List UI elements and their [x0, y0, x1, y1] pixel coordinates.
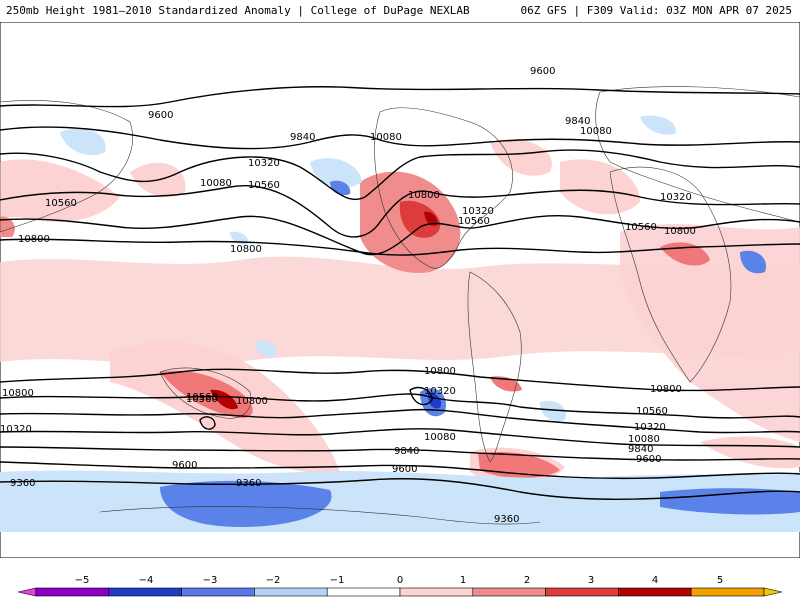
- contour-label: 10560: [636, 406, 668, 417]
- contour-label: 10800: [664, 226, 696, 237]
- contour-label: 10320: [0, 424, 32, 435]
- contour-label: 10080: [424, 432, 456, 443]
- anomaly-shading: [0, 115, 800, 532]
- colorbar-swatch: [690, 587, 765, 597]
- colorbar-swatch: [399, 587, 474, 597]
- contour-labels: 9600 9600 9840 9840 9600 9360 9360 9360 …: [0, 66, 696, 525]
- contour-label: 10560: [458, 216, 490, 227]
- colorbar-tick: 1: [460, 575, 466, 586]
- colorbar-swatch: [618, 587, 692, 597]
- colorbar-swatch: [763, 587, 783, 597]
- colorbar-tick: −2: [266, 575, 281, 586]
- anomaly-colorbar: −5 −4 −3 −2 −1 0 1 2 3 4 5: [17, 575, 783, 597]
- colorbar-tick: −4: [139, 575, 154, 586]
- map-title: 250mb Height 1981–2010 Standardized Anom…: [6, 4, 470, 17]
- colorbar-tick: −5: [75, 575, 90, 586]
- contour-label: 10560: [248, 180, 280, 191]
- contour-label: 10320: [634, 422, 666, 433]
- contour-label: 10800: [18, 234, 50, 245]
- colorbar-tick: −3: [203, 575, 218, 586]
- colorbar-swatch: [326, 587, 401, 597]
- contour-label: 9840: [394, 446, 419, 457]
- colorbar-swatch: [17, 587, 37, 597]
- contour-label: 10320: [660, 192, 692, 203]
- contour-label: 10560: [186, 392, 218, 403]
- contour-label: 10080: [580, 126, 612, 137]
- colorbar-tick: 4: [652, 575, 658, 586]
- contour-label: 10560: [186, 394, 218, 405]
- contour-label: 9600: [530, 66, 555, 77]
- colorbar-tick: −1: [330, 575, 345, 586]
- contour-label: 9360: [10, 478, 35, 489]
- contour-label: 10800: [650, 384, 682, 395]
- contour-label: 9840: [290, 132, 315, 143]
- colorbar-swatch: [472, 587, 546, 597]
- contour-label: 9840: [565, 116, 590, 127]
- contour-label: 9600: [392, 464, 417, 475]
- contour-label: 9360: [236, 478, 261, 489]
- colorbar-tick: 3: [588, 575, 594, 586]
- contour-label: 9600: [636, 454, 661, 465]
- model-valid-time: 06Z GFS | F309 Valid: 03Z MON APR 07 202…: [520, 4, 792, 17]
- contour-label: 9600: [148, 110, 173, 121]
- colorbar-swatch: [254, 587, 328, 597]
- contour-label: 10320: [424, 386, 456, 397]
- height-contours: [0, 86, 800, 500]
- anomaly-map: 9600 9600 9840 9840 9600 9360 9360 9360 …: [0, 22, 800, 558]
- contour-label: 10080: [370, 132, 402, 143]
- contour-label: 10800: [408, 190, 440, 201]
- contour-label: 10800: [230, 244, 262, 255]
- contour-label: 10080: [200, 178, 232, 189]
- contour-label: 10560: [625, 222, 657, 233]
- colorbar-tick: 5: [717, 575, 723, 586]
- colorbar-swatch: [545, 587, 619, 597]
- colorbar-swatch: [35, 587, 110, 597]
- contour-label: 10800: [236, 396, 268, 407]
- contour-label: 10800: [424, 366, 456, 377]
- contour-label: 9360: [494, 514, 519, 525]
- contour-label: 10320: [462, 206, 494, 217]
- colorbar-tick: 2: [524, 575, 530, 586]
- contour-label: 10320: [248, 158, 280, 169]
- contour-label: 9840: [628, 444, 653, 455]
- contour-label: 9600: [172, 460, 197, 471]
- coastlines: [0, 86, 800, 525]
- colorbar-tick: 0: [397, 575, 403, 586]
- colorbar-swatches: [17, 587, 783, 597]
- colorbar-swatch: [108, 587, 182, 597]
- contour-label: 10560: [45, 198, 77, 209]
- contour-label: 10080: [628, 434, 660, 445]
- colorbar-swatch: [181, 587, 255, 597]
- contour-label: 10800: [2, 388, 34, 399]
- colorbar-tick-labels: −5 −4 −3 −2 −1 0 1 2 3 4 5: [75, 575, 724, 586]
